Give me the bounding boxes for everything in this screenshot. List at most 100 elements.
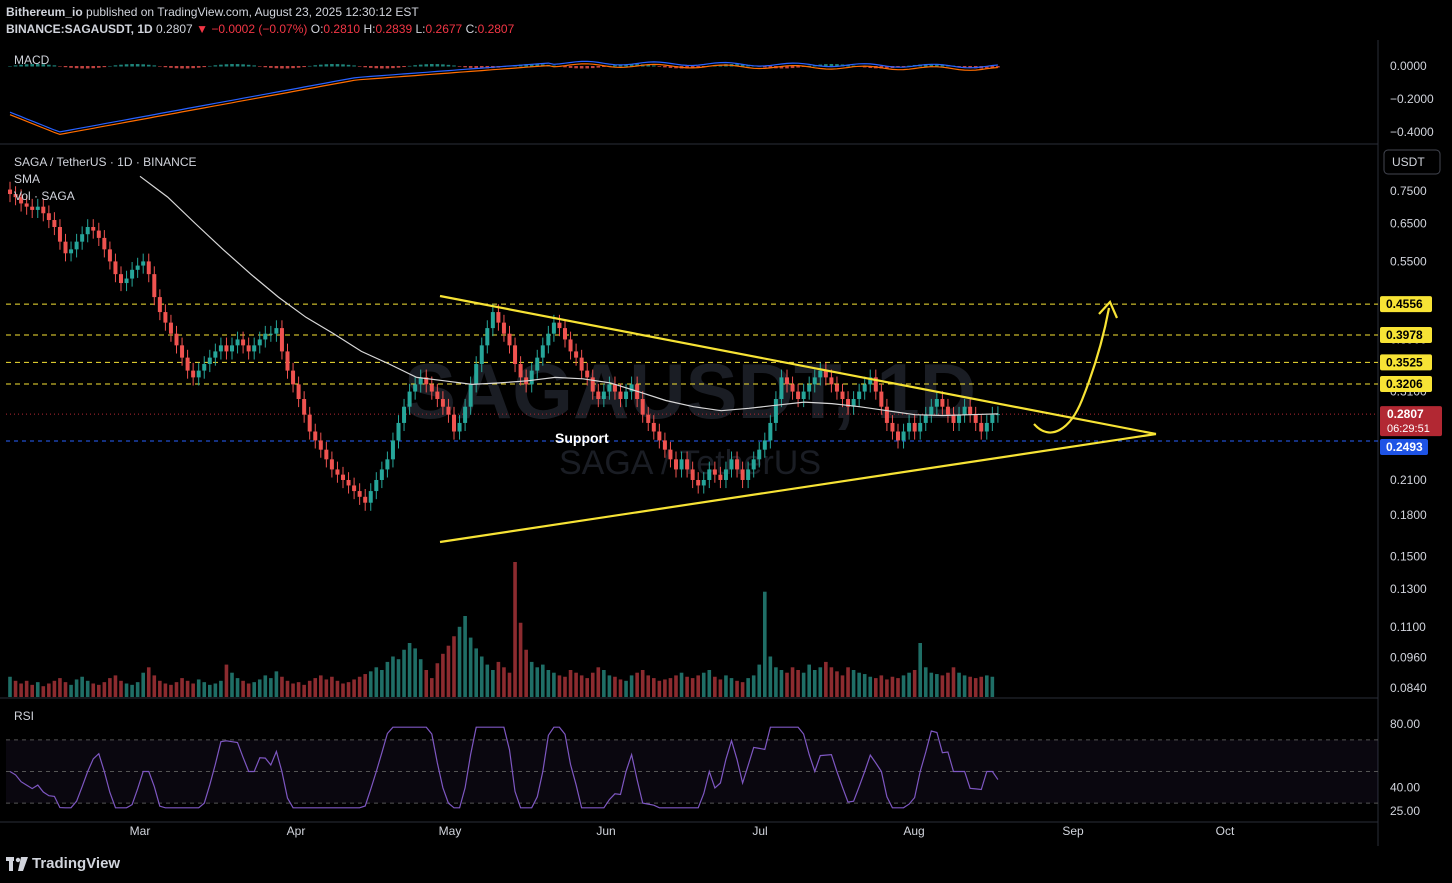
macd-histogram-bar — [829, 64, 834, 67]
macd-histogram-bar — [940, 64, 945, 67]
tradingview-logo[interactable]: TradingView — [6, 855, 120, 872]
macd-histogram-bar — [563, 66, 567, 68]
volume-bar — [346, 682, 351, 697]
macd-histogram-bar — [613, 65, 617, 67]
candle-body — [712, 469, 717, 475]
volume-bar — [213, 683, 218, 697]
macd-histogram-bar — [280, 66, 284, 69]
volume-bar — [679, 672, 684, 697]
volume-bar — [624, 680, 628, 697]
time-tick-label: Oct — [1216, 824, 1235, 838]
macd-histogram-bar — [8, 66, 12, 67]
main-pane-title: SAGA / TetherUS · 1D · BINANCE — [14, 155, 197, 169]
macd-histogram-bar — [63, 66, 68, 68]
volume-legend: Vol · SAGA — [14, 189, 75, 203]
candle-body — [324, 449, 329, 460]
macd-histogram-bar — [13, 65, 18, 67]
volume-bar — [596, 667, 601, 697]
macd-histogram-bar — [80, 66, 84, 69]
candle-body — [607, 384, 612, 392]
macd-histogram-bar — [41, 64, 46, 67]
volume-bar — [135, 682, 140, 697]
volume-bar — [452, 636, 456, 697]
volume-bar — [141, 672, 145, 697]
volume-bar — [296, 682, 301, 697]
macd-histogram-bar — [740, 64, 745, 67]
author-name[interactable]: Bithereum_io — [6, 5, 83, 19]
macd-histogram-bar — [957, 66, 961, 67]
low-value: 0.2677 — [425, 22, 463, 36]
macd-histogram-bar — [230, 64, 234, 67]
price-tick-label: 0.2100 — [1390, 473, 1427, 487]
volume-bar — [158, 680, 162, 697]
candle-body — [951, 414, 956, 423]
volume-bar — [385, 661, 390, 697]
macd-histogram-bar — [768, 66, 773, 68]
volume-bar — [890, 676, 895, 697]
candle-body — [418, 377, 423, 385]
candle-body — [668, 449, 673, 460]
macd-histogram-bar — [330, 64, 334, 67]
candle-body — [163, 312, 168, 323]
candle-body — [213, 351, 218, 358]
macd-histogram-bar — [174, 66, 179, 69]
macd-histogram-bar — [357, 66, 362, 67]
candle-body — [995, 414, 1000, 416]
volume-bar — [474, 648, 478, 697]
volume-bar — [801, 672, 806, 697]
macd-tick-label: 0.0000 — [1390, 59, 1427, 73]
volume-bar — [330, 676, 334, 697]
volume-bar — [335, 680, 340, 697]
volume-bar — [224, 664, 229, 697]
volume-bar — [635, 672, 639, 697]
sma-line — [139, 175, 998, 417]
macd-histogram-bar — [785, 66, 789, 69]
volume-bar — [652, 678, 656, 697]
macd-tick-label: −0.2000 — [1390, 92, 1434, 106]
high-label: H: — [363, 22, 376, 36]
macd-histogram-bar — [185, 66, 190, 69]
current-price-tag — [1380, 406, 1442, 437]
candle-body — [968, 406, 973, 415]
low-label: L: — [415, 22, 426, 36]
volume-bar — [796, 670, 800, 697]
macd-histogram-bar — [479, 66, 484, 69]
macd-histogram-bar — [108, 65, 112, 67]
volume-bar — [280, 676, 284, 697]
candle-body — [230, 345, 234, 352]
macd-histogram-bar — [52, 65, 57, 67]
volume-bar — [657, 680, 662, 697]
candle-body — [474, 364, 479, 385]
price-tick-label: 0.1100 — [1390, 620, 1426, 634]
macd-histogram-bar — [263, 66, 268, 68]
candle-body — [896, 431, 900, 441]
volume-bar — [407, 643, 412, 697]
candle-body — [679, 459, 684, 470]
candle-body — [823, 370, 828, 378]
publish-line: Bithereum_io published on TradingView.co… — [6, 5, 419, 19]
volume-bar — [19, 683, 23, 697]
volume-bar — [496, 661, 501, 697]
volume-bar — [868, 676, 873, 697]
time-tick-label: Aug — [903, 824, 924, 838]
candle-body — [901, 431, 906, 441]
volume-bar — [973, 678, 978, 697]
macd-histogram-bar — [208, 65, 212, 67]
sma-legend: SMA — [14, 172, 40, 186]
macd-histogram-bar — [368, 66, 373, 68]
candle-body — [735, 459, 740, 470]
candle-body — [912, 422, 917, 432]
candle-body — [168, 322, 173, 334]
candle-body — [574, 351, 579, 358]
candle-body — [945, 406, 950, 415]
volume-bar — [990, 676, 995, 697]
candle-body — [196, 370, 201, 378]
macd-histogram-bar — [224, 64, 229, 67]
candle-body — [768, 422, 773, 441]
candle-body — [91, 227, 96, 231]
candle-body — [113, 261, 118, 275]
candle-body — [8, 189, 12, 195]
price-tick-label: 0.0960 — [1390, 651, 1427, 665]
volume-bar — [152, 675, 157, 697]
